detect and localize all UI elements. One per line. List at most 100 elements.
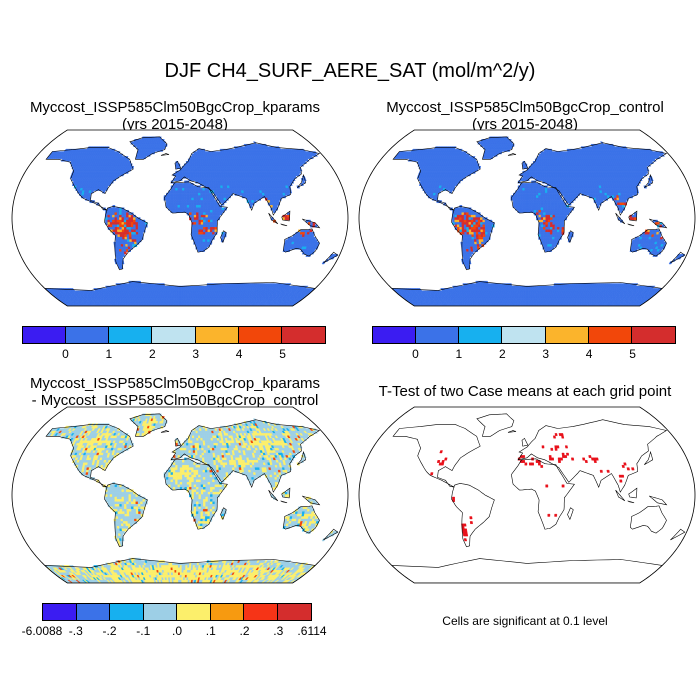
map-grid-cell [222, 188, 226, 191]
map-grid-cell [182, 207, 185, 211]
map-grid-cell [133, 217, 136, 221]
map-grid-cell [114, 229, 118, 233]
map-grid-cell [309, 156, 314, 159]
map-grid-cell [88, 192, 92, 196]
map-grid-cell [116, 212, 120, 216]
map-grid-cell [109, 219, 113, 223]
map-grid-cell [207, 229, 211, 233]
map-grid-cell [217, 214, 220, 218]
map-grid-cell [177, 202, 181, 206]
map-grid-cell [209, 200, 213, 204]
map-grid-cell [193, 195, 197, 199]
map-grid-cell [121, 231, 125, 235]
map-grid-cell [121, 253, 126, 257]
map-grid-cell [537, 178, 541, 181]
map-grid-cell [130, 214, 134, 218]
map-grid-cell [210, 209, 213, 213]
map-grid-cell [197, 178, 201, 181]
map-grid-cell [191, 209, 195, 213]
map-grid-cell [200, 217, 204, 221]
map-grid-cell [198, 227, 202, 230]
map-grid-cell [129, 241, 133, 245]
map-grid-cell [122, 241, 126, 245]
map-grid-cell [211, 185, 215, 189]
map-grid-cell [123, 251, 127, 255]
map-grid-cell [119, 263, 123, 267]
map-grid-cell [205, 222, 209, 226]
map-grid-cell [119, 229, 123, 233]
map-grid-cell [114, 227, 118, 230]
map-grid-cell [204, 241, 208, 245]
map-grid-cell [114, 209, 118, 213]
map-grid-cell [126, 219, 129, 223]
map-grid-cell [179, 190, 183, 194]
map-grid-cell [174, 300, 177, 304]
map-grid-cell [192, 170, 196, 174]
map-grid-cell [114, 212, 118, 216]
map-grid-cell [130, 227, 134, 230]
panel-title-diff-line2: - Myccost_ISSP585Clm50BgcCrop_control [31, 392, 319, 409]
map-grid-cell [210, 214, 213, 218]
map-grid-cell [214, 217, 218, 221]
map-grid-cell [196, 212, 199, 216]
map-grid-cell [183, 168, 187, 172]
map-grid-cell [124, 236, 128, 240]
map-grid-cell [196, 227, 199, 230]
map-grid-cell [526, 173, 530, 177]
map-grid-cell [188, 175, 192, 179]
map-grid-cell [207, 239, 211, 243]
map-grid-cell [186, 170, 189, 174]
map-grid-cell [215, 185, 219, 189]
map-grid-cell [121, 217, 125, 221]
map-grid-cell [121, 222, 125, 226]
map-grid-cell [204, 244, 208, 248]
map-grid-cell [119, 234, 123, 238]
map-grid-cell [170, 192, 174, 196]
map-grid-cell [177, 173, 181, 177]
map-grid-cell [528, 173, 532, 177]
map-grid-cell [200, 188, 203, 191]
map-grid-cell [546, 180, 550, 184]
map-grid-cell [172, 185, 176, 189]
map-grid-cell [138, 234, 142, 238]
map-grid-cell [188, 166, 191, 169]
map-grid-cell [313, 153, 319, 157]
map-grid-cell [138, 231, 141, 235]
map-grid-cell [522, 178, 526, 181]
map-grid-cell [198, 200, 202, 204]
map-grid-cell [123, 224, 127, 228]
map-grid-cell [243, 192, 247, 196]
map-grid-cell [539, 170, 543, 174]
map-grid-cell [212, 224, 216, 228]
map-grid-cell [186, 197, 190, 201]
map-grid-cell [215, 188, 219, 191]
map-grid-cell [112, 214, 115, 218]
map-grid-cell [188, 163, 191, 167]
panel-title-control-line1: Myccost_ISSP585Clm50BgcCrop_control [386, 99, 664, 116]
map-grid-cell [184, 205, 188, 208]
map-grid-cell [124, 229, 127, 233]
map-grid-cell [133, 219, 136, 223]
map-grid-cell [186, 173, 189, 177]
map-grid-cell [202, 246, 206, 250]
map-grid-cell [189, 202, 192, 206]
map-grid-cell [207, 219, 211, 223]
map-grid-cell [133, 227, 137, 230]
map-grid-cell [128, 219, 132, 223]
map-grid-cell [193, 229, 197, 233]
map-grid-cell [175, 197, 178, 201]
map-grid-cell [175, 188, 178, 191]
map-grid-cell [193, 231, 197, 235]
map-grid-cell [184, 207, 188, 211]
map-grid-cell [221, 197, 225, 201]
map-grid-cell [209, 207, 213, 211]
map-grid-cell [107, 209, 111, 213]
map-grid-cell [175, 185, 179, 189]
map-grid-cell [114, 219, 118, 223]
map-grid-cell [188, 168, 191, 172]
map-grid-cell [121, 229, 125, 233]
map-grid-cell [170, 288, 173, 292]
map-grid-cell [137, 219, 141, 223]
map-grid-cell [207, 222, 211, 226]
map-grid-cell [126, 234, 130, 238]
